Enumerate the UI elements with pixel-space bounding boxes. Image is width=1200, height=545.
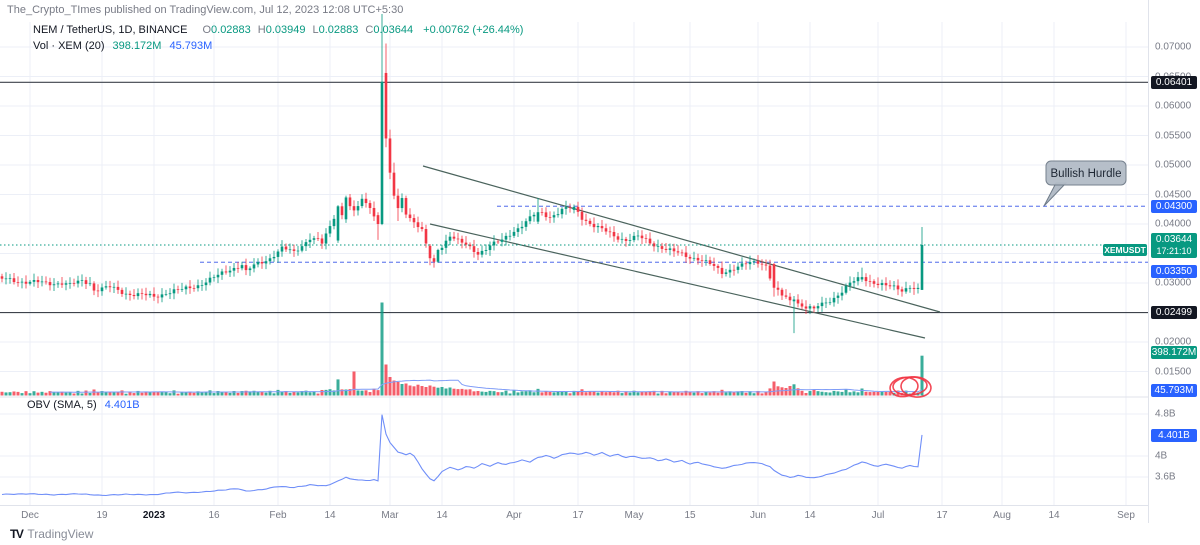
price-tick-label: 0.07000 (1155, 41, 1192, 53)
time-scale[interactable]: Dec 19 2023 16 Feb 14 Mar 14 Apr 17 May 15 Jun 14 Jul 1… (0, 505, 1200, 524)
obv-indicator-legend[interactable]: OBV (SMA, 5) 4.401B (27, 399, 140, 411)
tradingview-brand[interactable]: TradingView (27, 527, 94, 541)
lower-channel (429, 223, 926, 339)
price-axis-badge: 0.06401 (1151, 75, 1197, 89)
price-scale[interactable]: 0.070000.065000.060000.055000.050000.045… (1148, 0, 1200, 523)
time-tick-label: Jun (749, 510, 767, 521)
callout-bubble (1045, 160, 1127, 186)
price-tick-label: 0.04500 (1155, 189, 1192, 200)
ohlc-letter: O (202, 24, 212, 36)
ohlc-value: 0.02883 (318, 24, 359, 36)
obv-indicator-title: OBV (SMA, 5) (27, 399, 97, 411)
tradingview-logo-icon[interactable]: TV (10, 527, 24, 541)
volume-legend[interactable]: Vol · XEM (20) 398.172M 45.793M (33, 40, 212, 52)
callout-text: Bullish Hurdle (1051, 168, 1122, 180)
dashed-line-drawings[interactable] (200, 205, 1148, 264)
volume-ma-value: 45.793M (169, 40, 213, 52)
obv-tick-label: 3.6B (1155, 471, 1176, 483)
time-tick-label: 19 (96, 510, 108, 521)
symbol-legend[interactable]: NEM / TetherUS, 1D, BINANCE O0.02883 H0.03… (33, 24, 523, 36)
price-tick-label: 0.03000 (1155, 277, 1192, 289)
horizontal-line-drawings[interactable] (0, 81, 1148, 314)
volume-ma-line (50, 379, 923, 393)
time-tick-label: Jul (871, 510, 885, 521)
time-tick-label: 17 (572, 510, 584, 521)
price-axis-badge: 0.04300 (1151, 199, 1197, 213)
time-tick-label: 2023 (142, 510, 166, 521)
volume-value: 398.172M (112, 40, 162, 52)
price-tick-label: 0.05000 (1155, 159, 1192, 171)
price-axis-badge: 0.02499 (1151, 306, 1197, 320)
ohlc-letter: L (312, 24, 319, 36)
time-tick-label: Apr (506, 510, 522, 521)
obv-line (1, 414, 923, 497)
price-tick-label: 0.04000 (1155, 218, 1192, 230)
ohlc-value: 0.02883 (211, 24, 251, 36)
footer: TV TradingView (10, 527, 93, 541)
ohlc-letter: H (257, 24, 266, 36)
price-tick-label: 0.06000 (1155, 100, 1192, 112)
time-tick-label: Aug (993, 510, 1011, 521)
price-tick-label: 0.01500 (1155, 366, 1192, 377)
time-tick-label: Sep (1117, 510, 1135, 521)
time-tick-label: 14 (324, 510, 336, 521)
time-tick-label: May (624, 510, 644, 521)
watermark-text: The_Crypto_TImes published on TradingVie… (7, 4, 404, 16)
price-axis-badge: 4.401B (1151, 428, 1197, 442)
price-axis-badge: 0.03350 (1151, 264, 1197, 278)
price-tick-label: 0.02000 (1155, 336, 1192, 348)
time-tick-label: Dec (21, 510, 39, 521)
symbol-title: NEM / TetherUS, 1D, BINANCE (33, 24, 188, 36)
obv-value: 4.401B (104, 399, 140, 411)
time-tick-label: 15 (684, 510, 696, 521)
time-tick-label: 16 (208, 510, 220, 521)
time-tick-label: 14 (804, 510, 816, 521)
ohlc-value: 0.03644 (373, 24, 414, 36)
highlight-ellipse (892, 376, 928, 396)
price-axis-badge: 45.793M (1151, 383, 1197, 397)
change-value: +0.00762 (+26.44%) (420, 24, 524, 36)
time-tick-label: Feb (269, 510, 287, 521)
callout-drawing[interactable]: Bullish Hurdle (1043, 160, 1127, 207)
time-tick-label: 14 (436, 510, 448, 521)
symbol-axis-badge: XEMUSDT (1103, 244, 1147, 256)
volume-ma (50, 379, 923, 393)
price-tick-label: 0.05500 (1155, 130, 1192, 141)
ohlc-letter: C (365, 24, 374, 36)
time-tick-label: 14 (1048, 510, 1060, 521)
candlestick-series (0, 13, 924, 334)
time-tick-label: Mar (381, 510, 399, 521)
volume-circle-annotation[interactable] (889, 375, 932, 398)
obv-tick-label: 4.8B (1155, 408, 1176, 420)
volume-indicator-title: Vol · XEM (20) (33, 40, 105, 52)
ohlc-value: 0.03949 (265, 24, 306, 36)
price-axis-badge: 398.172M (1151, 345, 1197, 359)
obv-tick-label: 4B (1155, 450, 1168, 462)
gridlines (0, 22, 1148, 505)
obv-pane (1, 414, 923, 497)
price-axis-badge: 0.03644 17:21:10 (1151, 233, 1197, 258)
countdown-timer: 17:21:10 (1156, 246, 1192, 256)
volume-bars (0, 302, 924, 396)
time-tick-label: 17 (936, 510, 948, 521)
upper-channel (422, 165, 941, 313)
